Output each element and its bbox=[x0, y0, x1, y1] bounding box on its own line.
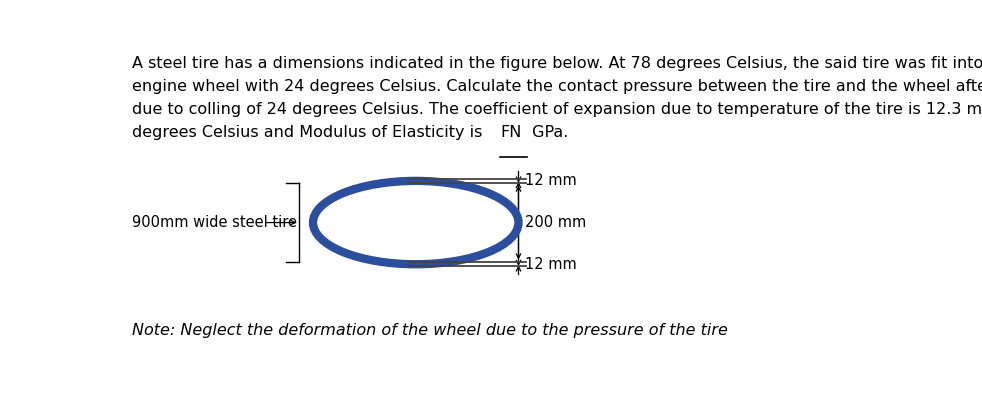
Text: 12 mm: 12 mm bbox=[524, 173, 576, 188]
Text: due to colling of 24 degrees Celsius. The coefficient of expansion due to temper: due to colling of 24 degrees Celsius. Th… bbox=[132, 102, 982, 117]
Text: 200 mm: 200 mm bbox=[524, 215, 586, 230]
Text: GPa.: GPa. bbox=[527, 125, 569, 140]
Text: engine wheel with 24 degrees Celsius. Calculate the contact pressure between the: engine wheel with 24 degrees Celsius. Ca… bbox=[132, 79, 982, 94]
Text: 12 mm: 12 mm bbox=[524, 257, 576, 272]
Text: FN: FN bbox=[501, 125, 521, 140]
Text: Note: Neglect the deformation of the wheel due to the pressure of the tire: Note: Neglect the deformation of the whe… bbox=[132, 323, 728, 338]
Text: 900mm wide steel tire: 900mm wide steel tire bbox=[132, 215, 297, 230]
Text: degrees Celsius and Modulus of Elasticity is: degrees Celsius and Modulus of Elasticit… bbox=[132, 125, 487, 140]
Text: A steel tire has a dimensions indicated in the figure below. At 78 degrees Celsi: A steel tire has a dimensions indicated … bbox=[132, 56, 982, 71]
